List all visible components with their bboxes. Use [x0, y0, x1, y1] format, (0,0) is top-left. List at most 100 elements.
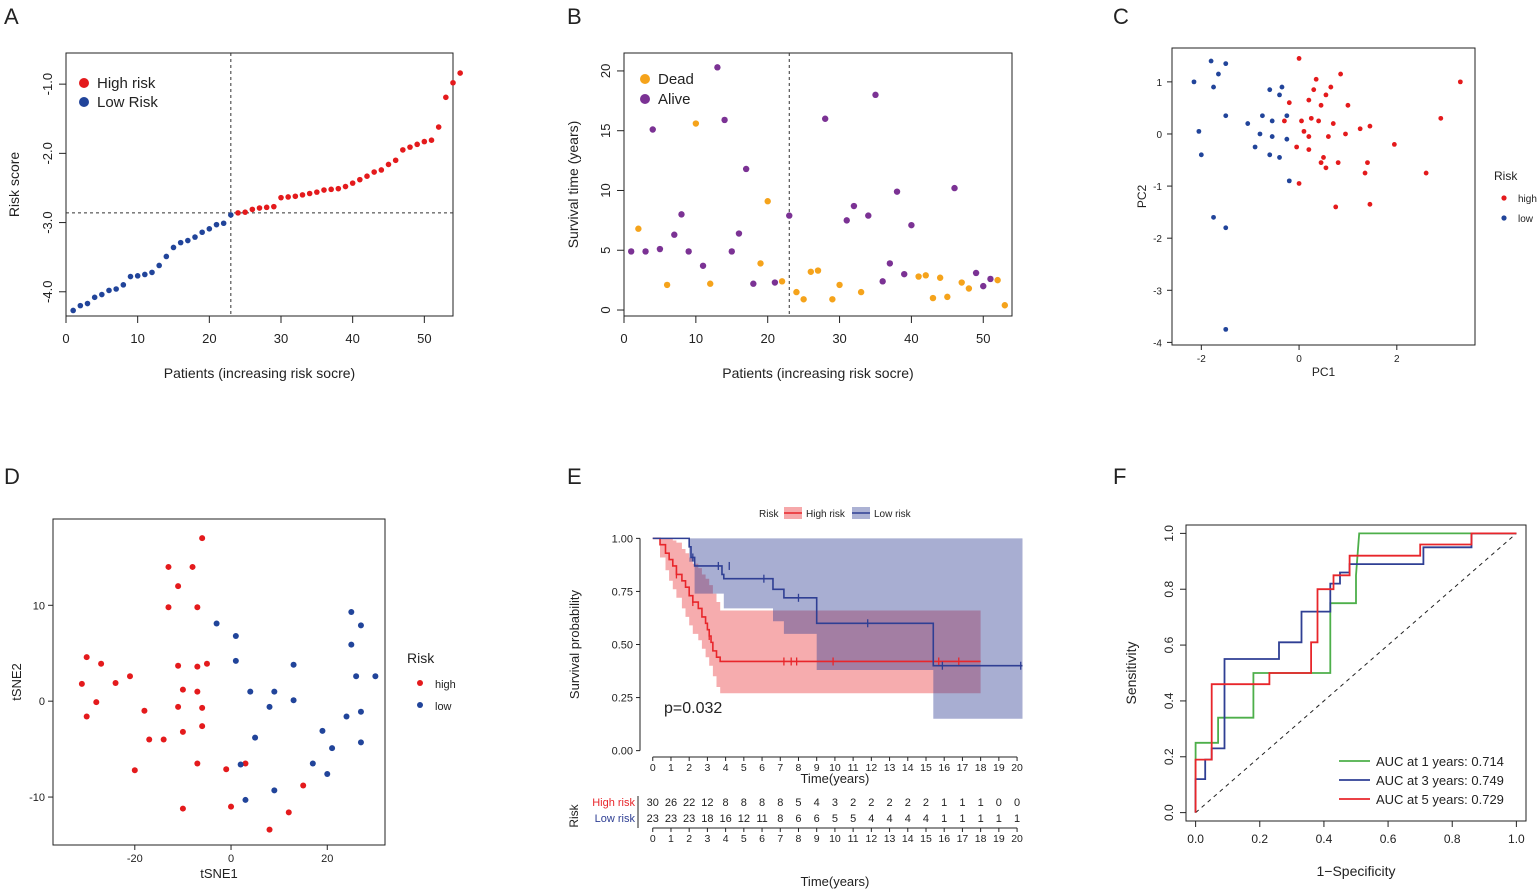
panel-f-x-tick-label: 0.4 [1316, 832, 1333, 846]
panel-c-high-point [1338, 71, 1344, 77]
panel-c-y-tick-label: -1 [1153, 182, 1162, 193]
panel-d-high-point [165, 563, 172, 570]
panel-d-low-point [252, 734, 259, 741]
panel-c-low-point [1267, 152, 1273, 158]
panel-e-legend-low-label: Low risk [874, 509, 912, 520]
panel-a-risk-point [84, 300, 91, 307]
panel-letter-a: A [4, 4, 19, 29]
panel-c-high-point [1367, 201, 1373, 207]
panel-b-alive-point [678, 211, 685, 218]
panel-a-legend-low-label: Low Risk [97, 94, 158, 111]
panel-e-risk-table-x-tick-label: 17 [957, 833, 969, 845]
panel-e-risk-table-count: 1 [1014, 813, 1020, 825]
panel-a-risk-point [242, 209, 248, 215]
panel-f-y-tick-label: 0.0 [1162, 804, 1176, 821]
panel-c-high-point [1362, 170, 1368, 176]
panel-c-y-label: PC2 [1135, 185, 1149, 209]
panel-e-legend-title: Risk [759, 509, 779, 520]
panel-b-alive-point [893, 188, 901, 195]
panel-d-high-point [98, 660, 105, 667]
panel-a-risk-point [149, 269, 155, 276]
panel-d-high-point [78, 680, 85, 687]
panel-d-low-point [309, 760, 316, 767]
panel-b-x-tick-label: 0 [620, 331, 627, 346]
panel-b-plot-frame [623, 52, 1013, 317]
panel-a-risk-point [457, 70, 463, 76]
panel-a-risk-point [120, 282, 127, 288]
panel-e-risk-table-count: 5 [850, 813, 856, 825]
panel-e-risk-table-count: 1 [996, 813, 1002, 825]
panel-e-x-tick-label: 13 [884, 762, 896, 774]
panel-c-high-point [1282, 118, 1287, 124]
panel-e-risk-table-count: 22 [683, 797, 695, 809]
panel-e-risk-table-count: 2 [905, 797, 911, 809]
panel-f-x-tick-label: 0.0 [1187, 832, 1204, 846]
panel-c-low-point [1284, 113, 1290, 119]
panel-b-alive-point [850, 202, 858, 210]
panel-e-risk-table-count: 1 [941, 797, 947, 809]
panel-a-risk-point [321, 187, 327, 193]
panel-e-risk-table-x-tick-label: 20 [1011, 833, 1023, 845]
panel-e-x-tick-label: 19 [993, 762, 1005, 774]
panel-d-low-point [271, 787, 278, 794]
panel-c-high-point [1365, 160, 1370, 166]
panel-e-risk-table-x-tick-label: 12 [865, 833, 877, 845]
panel-e-risk-table-count: 12 [701, 797, 713, 809]
panel-b-alive-point [908, 221, 915, 229]
panel-a-risk-point [134, 273, 141, 279]
panel-f-x-label: 1−Specificity [1317, 863, 1396, 879]
panel-b-dead-point [793, 288, 800, 296]
panel-d-high-point [194, 760, 201, 767]
panel-e-risk-table-x-tick-label: 7 [777, 833, 783, 845]
panel-c-low-point [1269, 134, 1275, 139]
panel-d-low-point [357, 622, 364, 629]
panel-a-y-label: Risk score [6, 152, 22, 218]
panel-c-low-point [1216, 71, 1221, 77]
panel-e-risk-table-x-label: Time(years) [800, 874, 869, 889]
panel-f-legend-label-2: AUC at 3 years: 0.749 [1376, 773, 1504, 788]
panel-e-risk-table-x-tick-label: 19 [993, 833, 1005, 845]
panel-a-risk-point [213, 221, 220, 228]
panel-e-risk-table-x-tick-label: 2 [686, 833, 692, 845]
panel-d-high-point [179, 805, 186, 812]
panel-a-x-tick-label: 20 [202, 331, 216, 346]
panel-f-x-tick-label: 0.8 [1444, 832, 1461, 846]
panel-c-high-point [1438, 115, 1444, 121]
panel-d-low-point [357, 739, 364, 746]
panel-d-x-tick-label: 20 [321, 853, 333, 865]
panel-letter-e: E [567, 464, 582, 489]
panel-f-x-tick-label: 0.6 [1380, 832, 1397, 846]
panel-c-high-point [1333, 204, 1339, 210]
panel-c-x-tick-label: 0 [1296, 354, 1302, 365]
panel-d-high-point [175, 662, 182, 669]
panel-d-legend-title: Risk [407, 650, 435, 666]
panel-a-risk-point [228, 212, 234, 218]
panel-d-high-point [83, 713, 90, 720]
panel-c-low-point [1286, 178, 1292, 184]
panel-e-risk-table-count: 5 [795, 797, 801, 809]
panel-a-risk-point [170, 244, 177, 251]
panel-b-y-tick-label: 5 [598, 247, 613, 254]
panel-f-legend-label-1: AUC at 1 years: 0.714 [1376, 754, 1504, 769]
panel-b-dead-point [800, 296, 807, 303]
panel-e-risk-table-count: 0 [996, 797, 1002, 809]
panel-d-low-point [324, 771, 331, 778]
panel-d-low-point [247, 688, 254, 695]
panel-a-risk-point [385, 161, 392, 168]
panel-d-high-point [93, 699, 100, 706]
panel-e-risk-table-count: 16 [719, 813, 731, 825]
panel-d-high-point [141, 707, 148, 714]
panel-b-dead-point [994, 276, 1001, 284]
panel-d-y-tick-label: 10 [33, 600, 45, 612]
panel-e-y-tick-label: 0.75 [612, 586, 633, 598]
panel-f-diagonal-reference [1195, 533, 1517, 813]
panel-c-plot-frame [1171, 47, 1476, 346]
panel-e-risk-table-x-tick-label: 1 [668, 833, 674, 845]
panel-a-y-tick-label: -4.0 [40, 281, 55, 303]
panel-b-alive-point [901, 270, 908, 278]
panel-e-risk-table-count: 6 [795, 813, 801, 825]
panel-a-risk-point [364, 173, 370, 179]
panel-a-risk-point [292, 193, 299, 200]
panel-f-roc-curve-3 [1194, 532, 1517, 813]
panel-e-risk-table-count: 2 [850, 797, 856, 809]
